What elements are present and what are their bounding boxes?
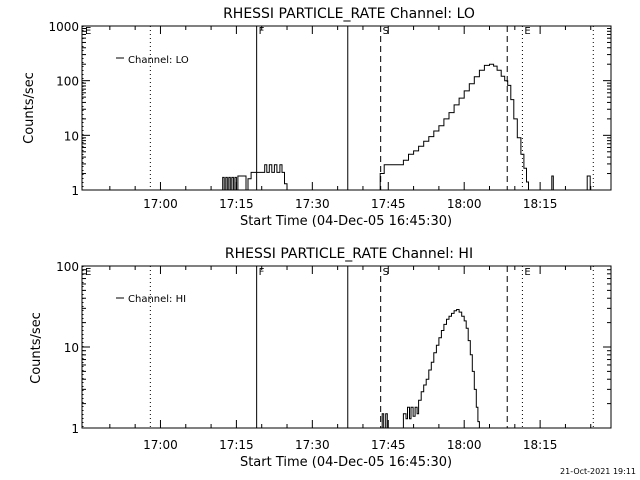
lo-x-axis-label: Start Time (04-Dec-05 16:45:30) [240, 214, 452, 229]
lo-chart-title: RHESSI PARTICLE_RATE Channel: LO [223, 6, 475, 22]
hi-x-tick-label: 17:45 [371, 438, 406, 452]
hi-channel-panel: RHESSI PARTICLE_RATE Channel: HI Start T… [29, 246, 612, 470]
lo-legend-label: Channel: LO [128, 55, 189, 66]
hi-y-tick-label: 100 [56, 260, 79, 274]
lo-channel-panel: RHESSI PARTICLE_RATE Channel: LO Start T… [22, 6, 612, 229]
hi-series-line [380, 309, 480, 429]
hi-x-tick-label: 17:00 [143, 438, 178, 452]
lo-x-tick-label: 17:30 [295, 197, 330, 211]
hi-event-marker-label: S [383, 267, 389, 278]
hi-event-marker-label: E [524, 267, 530, 278]
hi-legend-label: Channel: HI [128, 294, 186, 305]
lo-y-tick-label: 10 [64, 129, 79, 143]
lo-plot-frame [81, 25, 612, 191]
date-stamp: 21-Oct-2021 19:11 [560, 467, 636, 476]
hi-y-tick-label: 1 [71, 422, 79, 436]
lo-y-axis-label: Counts/sec [22, 72, 37, 144]
lo-x-tick-label: 17:45 [371, 197, 406, 211]
lo-event-marker-label: E [524, 26, 530, 37]
hi-x-tick-label: 18:15 [523, 438, 558, 452]
hi-chart-title: RHESSI PARTICLE_RATE Channel: HI [225, 246, 473, 262]
hi-plot-frame [81, 265, 612, 429]
lo-series-line [221, 63, 591, 191]
hi-event-marker-label: F [259, 267, 265, 278]
lo-y-tick-label: 100 [56, 75, 79, 89]
lo-x-tick-label: 18:15 [523, 197, 558, 211]
lo-x-tick-label: 17:00 [143, 197, 178, 211]
lo-event-marker-label: F [259, 26, 265, 37]
lo-x-tick-label: 17:15 [219, 197, 254, 211]
hi-x-tick-label: 17:15 [219, 438, 254, 452]
hi-y-axis-label: Counts/sec [29, 312, 44, 384]
hi-y-tick-label: 10 [64, 341, 79, 355]
hi-event-marker-label: E [85, 267, 91, 278]
lo-event-marker-label: S [383, 26, 389, 37]
hi-x-tick-label: 17:30 [295, 438, 330, 452]
hi-x-axis-label: Start Time (04-Dec-05 16:45:30) [240, 455, 452, 470]
lo-y-tick-label: 1000 [48, 20, 79, 34]
lo-x-tick-label: 18:00 [447, 197, 482, 211]
lo-event-marker-label: E [85, 26, 91, 37]
lo-y-tick-label: 1 [71, 184, 79, 198]
hi-x-tick-label: 18:00 [447, 438, 482, 452]
